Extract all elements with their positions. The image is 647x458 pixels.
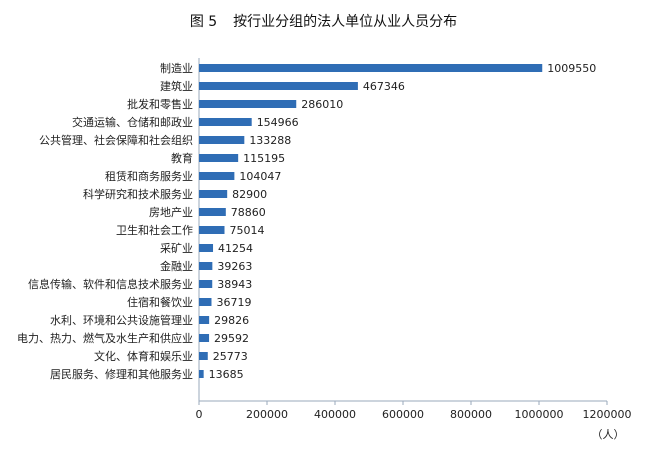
bar [199, 280, 213, 288]
data-label: 13685 [209, 368, 244, 381]
category-label: 水利、环境和公共设施管理业 [50, 313, 193, 327]
category-label: 租赁和商务服务业 [105, 169, 193, 183]
bar [199, 118, 252, 126]
figure-number: 图 5 [189, 14, 218, 30]
data-label: 75014 [230, 224, 265, 237]
category-label: 交通运输、仓储和邮政业 [72, 115, 193, 129]
category-label: 公共管理、社会保障和社会组织 [39, 133, 193, 147]
category-label: 文化、体育和娱乐业 [94, 349, 193, 363]
bar [199, 298, 212, 306]
bar [199, 334, 210, 342]
data-label: 25773 [213, 350, 248, 363]
bar [199, 154, 239, 162]
data-label: 1009550 [547, 62, 596, 75]
data-label: 133288 [249, 134, 291, 147]
bar [199, 100, 297, 108]
x-tick-label: 1000000 [515, 408, 564, 421]
category-label: 卫生和社会工作 [116, 223, 193, 237]
bar [199, 82, 358, 90]
data-label: 467346 [363, 80, 405, 93]
bar [199, 172, 235, 180]
category-label: 制造业 [160, 61, 193, 75]
data-label: 39263 [217, 260, 252, 273]
bar [199, 190, 228, 198]
data-label: 82900 [232, 188, 267, 201]
bar [199, 226, 225, 234]
x-tick-label: 200000 [246, 408, 288, 421]
category-label: 居民服务、修理和其他服务业 [50, 367, 193, 381]
bar [199, 316, 210, 324]
data-label: 29826 [214, 314, 249, 327]
data-label: 154966 [257, 116, 299, 129]
category-label: 批发和零售业 [127, 97, 193, 111]
x-tick-label: 0 [196, 408, 203, 421]
data-label: 36719 [216, 296, 251, 309]
category-label: 住宿和餐饮业 [127, 295, 193, 309]
bar [199, 208, 226, 216]
x-tick-label: 600000 [382, 408, 424, 421]
category-label: 教育 [171, 151, 193, 165]
bar [199, 64, 543, 72]
bar [199, 136, 245, 144]
data-label: 286010 [301, 98, 343, 111]
bar [199, 262, 213, 270]
category-label: 电力、热力、燃气及水生产和供应业 [17, 331, 193, 345]
category-label: 科学研究和技术服务业 [83, 187, 193, 201]
x-tick-label: 400000 [314, 408, 356, 421]
x-tick-label: 1200000 [583, 408, 632, 421]
category-label: 建筑业 [160, 79, 193, 93]
bar [199, 352, 208, 360]
data-label: 104047 [239, 170, 281, 183]
category-label: 信息传输、软件和信息技术服务业 [28, 277, 193, 291]
data-label: 41254 [218, 242, 253, 255]
chart-title: 图 5 按行业分组的法人单位从业人员分布 [0, 11, 647, 31]
x-axis-unit-label: （人） [592, 428, 625, 441]
bar [199, 370, 204, 378]
data-label: 38943 [217, 278, 252, 291]
title-text: 按行业分组的法人单位从业人员分布 [233, 14, 458, 30]
bar [199, 244, 214, 252]
category-label: 金融业 [160, 259, 193, 273]
data-label: 78860 [231, 206, 266, 219]
x-tick-label: 800000 [450, 408, 492, 421]
data-label: 29592 [214, 332, 249, 345]
category-label: 采矿业 [160, 242, 193, 255]
category-label: 房地产业 [149, 205, 193, 219]
data-label: 115195 [243, 152, 285, 165]
